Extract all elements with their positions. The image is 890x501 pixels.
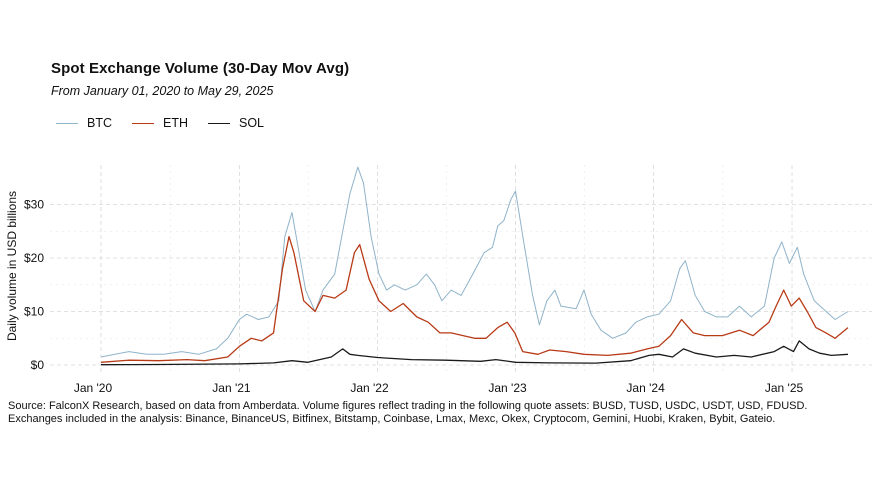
legend-item-eth: ETH xyxy=(132,116,188,130)
x-tick-label: Jan '22 xyxy=(350,381,389,395)
y-tick-label: $0 xyxy=(31,358,45,372)
x-tick-label: Jan '20 xyxy=(74,381,113,395)
grid-lines xyxy=(50,165,872,374)
legend-label-btc: BTC xyxy=(87,116,112,130)
y-tick-label: $10 xyxy=(24,305,44,319)
x-tick-label: Jan '25 xyxy=(765,381,804,395)
legend-item-sol: SOL xyxy=(208,116,264,130)
line-chart: $0 $10 $20 $30 Jan '20 Jan '21 Jan '22 Jan '23 J… xyxy=(5,165,872,396)
y-tick-label: $20 xyxy=(24,251,44,265)
chart-legend: BTC ETH SOL xyxy=(56,116,284,130)
axis-ticks: $0 $10 $20 $30 Jan '20 Jan '21 Jan '22 Jan '23 J… xyxy=(24,198,804,396)
chart-subtitle: From January 01, 2020 to May 29, 2025 xyxy=(51,84,274,98)
legend-label-eth: ETH xyxy=(163,116,188,130)
x-tick-label: Jan '21 xyxy=(212,381,251,395)
legend-swatch-btc xyxy=(56,122,78,124)
legend-swatch-eth xyxy=(132,122,154,124)
series-line-btc xyxy=(100,166,849,358)
y-axis-label: Daily volume in USD billions xyxy=(5,191,19,341)
legend-swatch-sol xyxy=(208,122,230,124)
legend-label-sol: SOL xyxy=(239,116,265,130)
chart-title: Spot Exchange Volume (30-Day Mov Avg) xyxy=(51,60,350,77)
x-tick-label: Jan '23 xyxy=(488,381,527,395)
legend-item-btc: BTC xyxy=(56,116,112,130)
series-line-sol xyxy=(100,340,849,366)
series-lines xyxy=(100,166,849,366)
y-tick-label: $30 xyxy=(24,198,44,212)
x-tick-label: Jan '24 xyxy=(626,381,665,395)
series-line-eth xyxy=(100,235,849,363)
source-note: Source: FalconX Research, based on data … xyxy=(8,400,808,425)
